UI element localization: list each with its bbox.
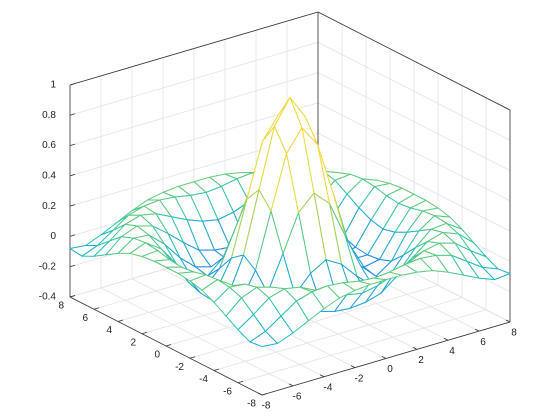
tick-mark <box>165 344 172 347</box>
grid-line <box>317 132 511 232</box>
tick-mark <box>69 143 76 146</box>
tick-mark <box>237 380 244 384</box>
grid-line <box>189 284 439 359</box>
z-tick-label: 0.2 <box>42 201 56 212</box>
tick-mark <box>213 368 220 371</box>
tick-mark <box>288 383 294 387</box>
y-tick-label: 8 <box>58 301 64 312</box>
x-tick-label: 6 <box>480 337 486 348</box>
z-tick-label: -0.4 <box>39 292 57 303</box>
axis-line <box>69 11 319 86</box>
grid-line <box>69 72 319 146</box>
tick-mark <box>141 331 148 335</box>
tick-mark <box>261 393 268 396</box>
z-tick-label: -0.2 <box>39 261 57 272</box>
y-tick-label: 6 <box>82 313 88 324</box>
z-tick-label: 0.6 <box>42 140 56 151</box>
tick-mark <box>69 83 76 86</box>
grid-line <box>237 309 487 384</box>
tick-mark <box>505 319 511 323</box>
x-tick-label: 8 <box>511 328 517 339</box>
tick-mark <box>319 374 325 378</box>
grid-line <box>317 72 511 171</box>
x-tick-label: -8 <box>262 401 271 412</box>
tick-mark <box>69 295 76 298</box>
y-tick-label: -8 <box>247 399 256 410</box>
tick-mark <box>69 204 76 207</box>
y-tick-label: -6 <box>223 386 232 397</box>
y-tick-label: 0 <box>154 350 160 361</box>
tick-mark <box>443 337 449 341</box>
tick-mark <box>474 328 480 332</box>
tick-mark <box>93 307 100 310</box>
tick-mark <box>69 113 76 116</box>
grid-line <box>69 102 319 177</box>
z-tick-label: 0.8 <box>42 110 56 121</box>
mesh-cell <box>249 330 278 348</box>
grid-line <box>317 41 511 141</box>
x-tick-label: 2 <box>418 355 424 366</box>
y-tick-label: 2 <box>130 337 136 348</box>
x-tick-label: -6 <box>293 392 302 403</box>
z-tick-label: 0 <box>50 231 56 242</box>
tick-mark <box>350 365 356 368</box>
axis-line <box>317 11 511 111</box>
tick-mark <box>381 356 387 359</box>
tick-mark <box>69 173 76 177</box>
y-tick-label: -2 <box>175 362 184 373</box>
x-tick-label: 4 <box>449 346 455 357</box>
z-tick-label: 0.4 <box>42 170 56 181</box>
y-tick-label: -4 <box>199 374 208 385</box>
x-tick-label: -4 <box>324 382 333 393</box>
tick-mark <box>69 264 76 268</box>
y-tick-label: 4 <box>106 325 112 336</box>
x-tick-label: 0 <box>387 364 393 375</box>
tick-mark <box>412 347 418 350</box>
z-tick-label: 1 <box>50 80 56 91</box>
x-tick-label: -2 <box>355 373 364 384</box>
grid-line <box>69 41 319 116</box>
tick-mark <box>69 234 76 237</box>
tick-mark <box>189 356 196 359</box>
grid-line <box>213 297 463 371</box>
grid-line <box>317 102 511 202</box>
tick-mark <box>257 392 263 396</box>
tick-mark <box>117 319 124 322</box>
